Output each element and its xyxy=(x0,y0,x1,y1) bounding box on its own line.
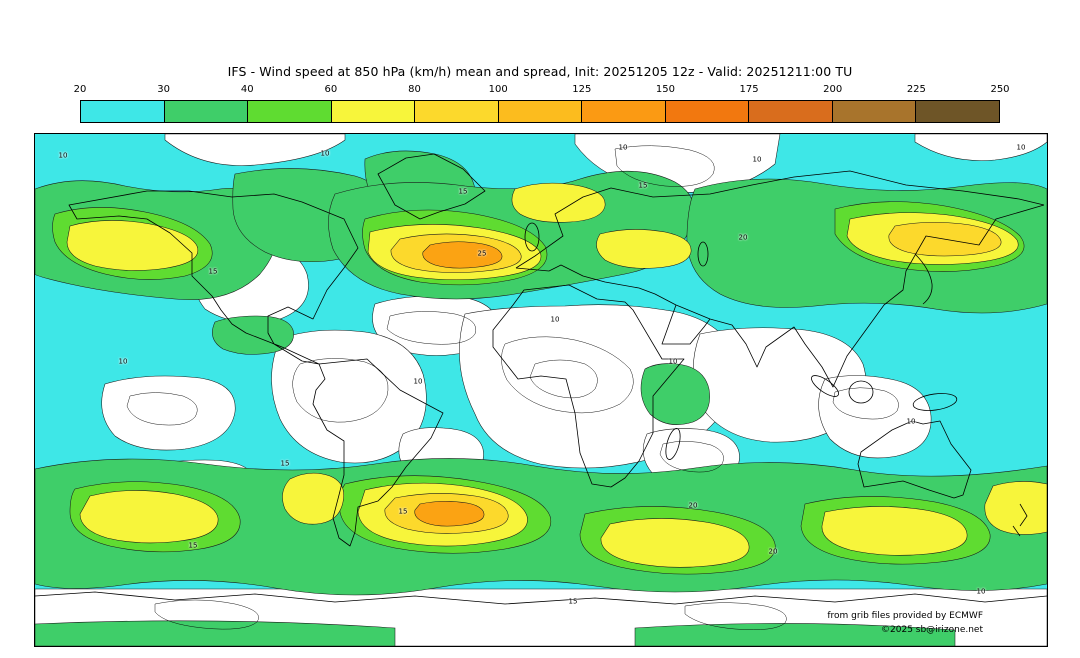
colorbar-tick-label: 200 xyxy=(823,84,843,95)
colorbar-tick-label: 100 xyxy=(488,84,508,95)
colorbar-ticks: 20 30 40 60 80 100 125 150 175 200 225 250 xyxy=(74,84,1010,96)
colorbar-tick-label: 150 xyxy=(655,84,675,95)
colorbar-tick-label: 20 xyxy=(73,84,87,95)
colorbar-tick-label: 225 xyxy=(906,84,926,95)
colorbar-tick-label: 250 xyxy=(990,84,1010,95)
colorbar-tick-label: 40 xyxy=(240,84,254,95)
colorbar-tick-label: 125 xyxy=(572,84,592,95)
coastlines-layer xyxy=(35,153,1047,605)
credit-copyright-text: ©2025 sb@irizone.net xyxy=(881,625,983,635)
colorbar-segment xyxy=(164,101,249,122)
colorbar-segment xyxy=(248,101,332,122)
colorbar-tick-label: 60 xyxy=(324,84,338,95)
colorbar-tick-label: 175 xyxy=(739,84,759,95)
colorbar-segment xyxy=(498,101,583,122)
wind-speed-map-svg xyxy=(35,134,1047,646)
colorbar-segment xyxy=(749,101,833,122)
wind-100-plus-core-layer xyxy=(414,241,503,527)
colorbar-segment xyxy=(916,101,1000,122)
colorbar-segments xyxy=(80,100,1000,123)
wind-speed-map: 10 10 10 10 10 15 15 20 25 15 10 10 10 10 15 15 20 20 15 10… xyxy=(34,133,1048,647)
colorbar-segment xyxy=(665,101,750,122)
colorbar-tick-label: 30 xyxy=(157,84,170,95)
colorbar-segment xyxy=(832,101,917,122)
colorbar-segment xyxy=(331,101,416,122)
colorbar-segment xyxy=(582,101,666,122)
colorbar-tick-label: 80 xyxy=(408,84,421,95)
spread-contours-layer xyxy=(126,145,899,630)
chart-title: IFS - Wind speed at 850 hPa (km/h) mean … xyxy=(227,64,853,79)
credit-source-text: from grib files provided by ECMWF xyxy=(827,611,983,621)
colorbar-segment xyxy=(415,101,499,122)
colorbar-segment xyxy=(81,101,165,122)
